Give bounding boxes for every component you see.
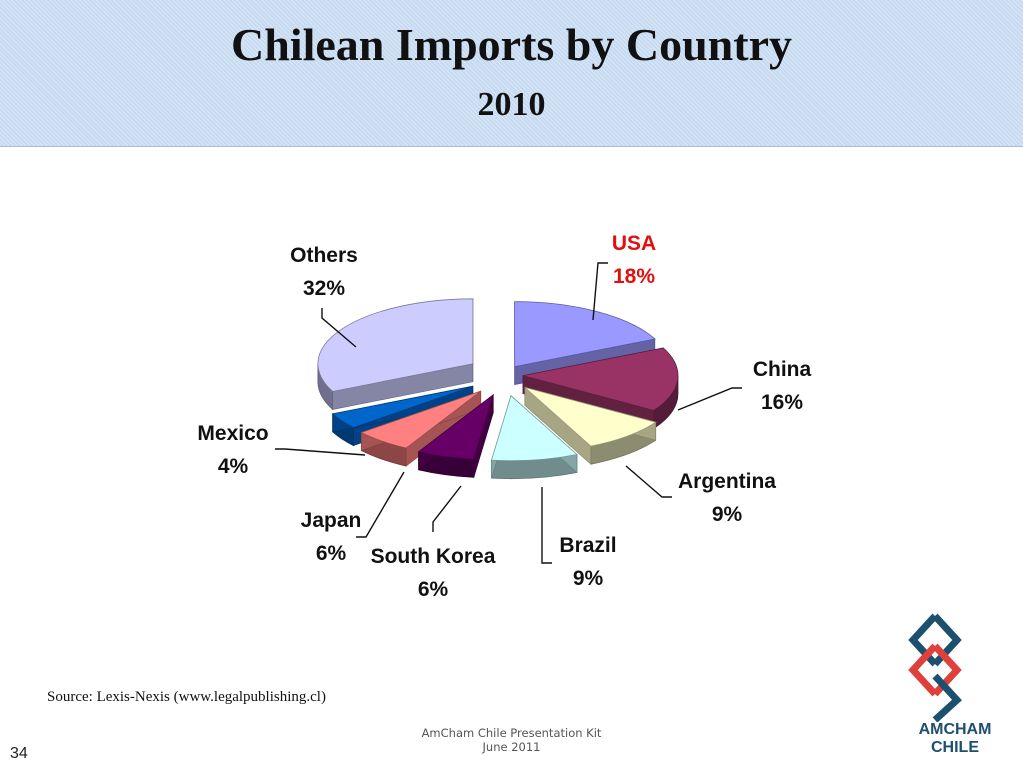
pie-slice-argentina: [524, 386, 657, 465]
leader-line-brazil: [541, 487, 552, 564]
pie-labels: USA 18% China 16% Argentina 9% Brazil 9% South K…: [197, 232, 811, 601]
label-value-mexico: 4%: [218, 455, 249, 478]
amcham-logo: AMCHAM CHILE: [905, 612, 1015, 762]
label-category-usa: USA: [612, 232, 656, 255]
footer-line-2: June 2011: [482, 740, 541, 754]
label-value-brazil: 9%: [573, 567, 604, 590]
leader-line-argentina: [625, 465, 672, 498]
label-value-south-korea: 6%: [418, 578, 449, 601]
leader-line-japan: [356, 471, 405, 538]
pie-slice-brazil: [490, 394, 578, 480]
pie-slice-others: [317, 298, 474, 411]
footer-line-1: AmCham Chile Presentation Kit: [421, 726, 602, 740]
leader-line-others: [321, 308, 357, 348]
slide-subtitle: 2010: [477, 86, 546, 123]
leader-line-mexico: [275, 448, 366, 456]
label-value-usa: 18%: [613, 265, 655, 288]
footer: AmCham Chile Presentation Kit June 2011: [0, 726, 1023, 754]
slide-title: Chilean Imports by Country: [230, 19, 792, 70]
pie-slices: [317, 298, 679, 480]
leader-line-south-korea: [432, 485, 462, 532]
label-value-argentina: 9%: [712, 503, 743, 526]
label-category-brazil: Brazil: [559, 534, 616, 557]
label-category-japan: Japan: [301, 509, 362, 532]
page-number: 34: [10, 745, 28, 762]
pie-leader-lines: [275, 262, 742, 564]
label-category-others: Others: [290, 244, 358, 267]
logo-text-line-2: CHILE: [931, 739, 979, 756]
label-category-south-korea: South Korea: [371, 545, 496, 568]
leader-line-china: [677, 387, 742, 411]
label-value-japan: 6%: [316, 542, 347, 565]
logo-text-line-1: AMCHAM: [918, 721, 992, 738]
label-category-argentina: Argentina: [678, 470, 776, 493]
source-note: Source: Lexis-Nexis (www.legalpublishing…: [47, 689, 326, 705]
header-banner: Chilean Imports by Country 2010: [0, 0, 1023, 147]
label-category-china: China: [753, 358, 812, 381]
label-category-mexico: Mexico: [197, 422, 268, 445]
label-value-china: 16%: [761, 391, 803, 414]
pie-slice-south-korea: [417, 393, 494, 478]
leader-line-usa: [592, 262, 608, 321]
amcham-logo-icon: [908, 613, 962, 723]
label-value-others: 32%: [303, 277, 345, 300]
